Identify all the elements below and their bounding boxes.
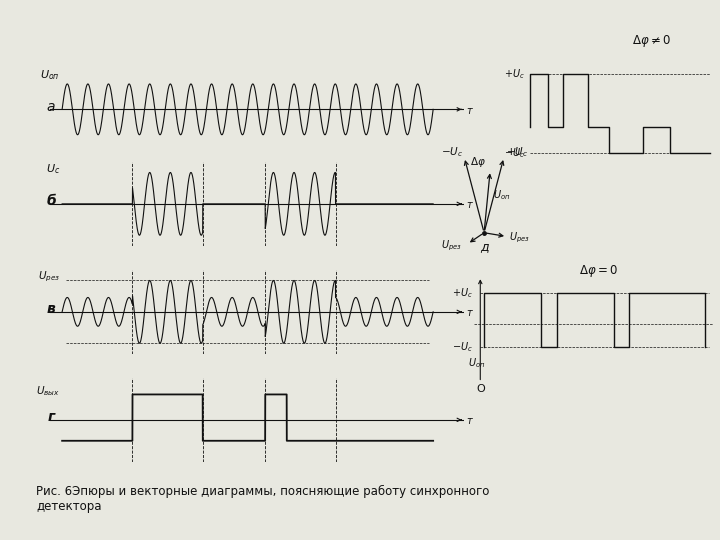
Text: $U_{рез}$: $U_{рез}$ <box>510 231 531 245</box>
Text: $U_{оп}$: $U_{оп}$ <box>40 68 60 82</box>
Text: $U_c$: $U_c$ <box>46 163 60 176</box>
Text: $\Delta\varphi$: $\Delta\varphi$ <box>470 154 486 168</box>
Text: г: г <box>48 410 55 424</box>
Text: $-U_c$: $-U_c$ <box>451 340 472 354</box>
Text: $U_{оп}$: $U_{оп}$ <box>468 356 485 370</box>
Text: д: д <box>480 240 488 253</box>
Text: б: б <box>46 194 56 208</box>
Text: $U_{оп}$: $U_{оп}$ <box>492 188 510 201</box>
Text: т: т <box>467 200 472 210</box>
Text: O: O <box>476 384 485 394</box>
Text: $U_{вых}$: $U_{вых}$ <box>36 384 60 398</box>
Text: $-U_c$: $-U_c$ <box>441 145 464 159</box>
Text: т: т <box>467 416 472 427</box>
Text: т: т <box>467 308 472 318</box>
Text: т: т <box>467 106 472 116</box>
Text: в: в <box>47 302 55 316</box>
Text: $+U_c$: $+U_c$ <box>504 67 526 81</box>
Text: $+U_c$: $+U_c$ <box>451 286 472 300</box>
Text: $\Delta\varphi=0$: $\Delta\varphi=0$ <box>579 263 618 279</box>
Text: $U_{рез}$: $U_{рез}$ <box>441 238 462 253</box>
Text: $U_{рез}$: $U_{рез}$ <box>38 269 60 284</box>
Text: Рис. 6Эпюры и векторные диаграммы, поясняющие работу синхронного
детектора: Рис. 6Эпюры и векторные диаграммы, поясн… <box>36 485 490 513</box>
Text: $-U_c$: $-U_c$ <box>504 146 526 160</box>
Text: $\Delta\varphi\neq 0$: $\Delta\varphi\neq 0$ <box>632 33 671 49</box>
Text: $+U_c$: $+U_c$ <box>506 145 528 159</box>
Text: а: а <box>47 100 55 114</box>
